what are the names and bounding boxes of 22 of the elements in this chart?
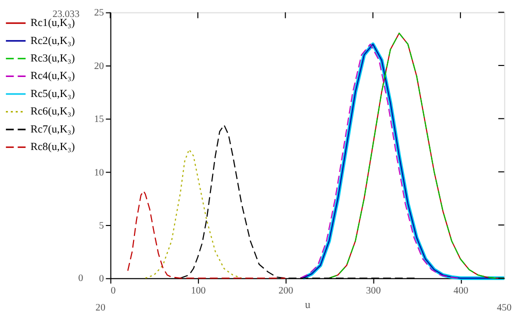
y-tick-label: 15 bbox=[94, 114, 104, 126]
text: 0 bbox=[78, 273, 84, 284]
x-tick-label: 300 bbox=[366, 285, 381, 296]
legend-label: Rc2(u,K₃) bbox=[30, 34, 76, 47]
legend-label: Rc4(u,K₃) bbox=[30, 70, 76, 82]
y-tick-label: 10 bbox=[94, 167, 104, 178]
y-tick-label: 5 bbox=[98, 220, 104, 232]
x-tick-label: 0 bbox=[110, 285, 116, 296]
legend-label: Rc5(u,K₃) bbox=[30, 88, 76, 100]
legend-label: Rc1(u,K₃) bbox=[30, 17, 76, 30]
y-tick-label: 0 bbox=[98, 274, 104, 285]
x-tick-label: 200 bbox=[278, 285, 294, 296]
legend-label: Rc8(u,K₃) bbox=[30, 141, 76, 154]
legend-label: Rc6(u,K₃) bbox=[30, 106, 76, 118]
text: 450 bbox=[496, 302, 512, 314]
x-tick-label: 400 bbox=[454, 285, 468, 296]
x-tick-label: 100 bbox=[190, 285, 206, 296]
y-tick-label: 25 bbox=[94, 8, 104, 19]
legend-label: Rc7(u,K₃) bbox=[30, 123, 76, 136]
y-tick-label: 20 bbox=[94, 60, 104, 72]
legend-label: Rc3(u,K₃) bbox=[30, 52, 76, 65]
x-axis-title: u bbox=[305, 299, 312, 312]
